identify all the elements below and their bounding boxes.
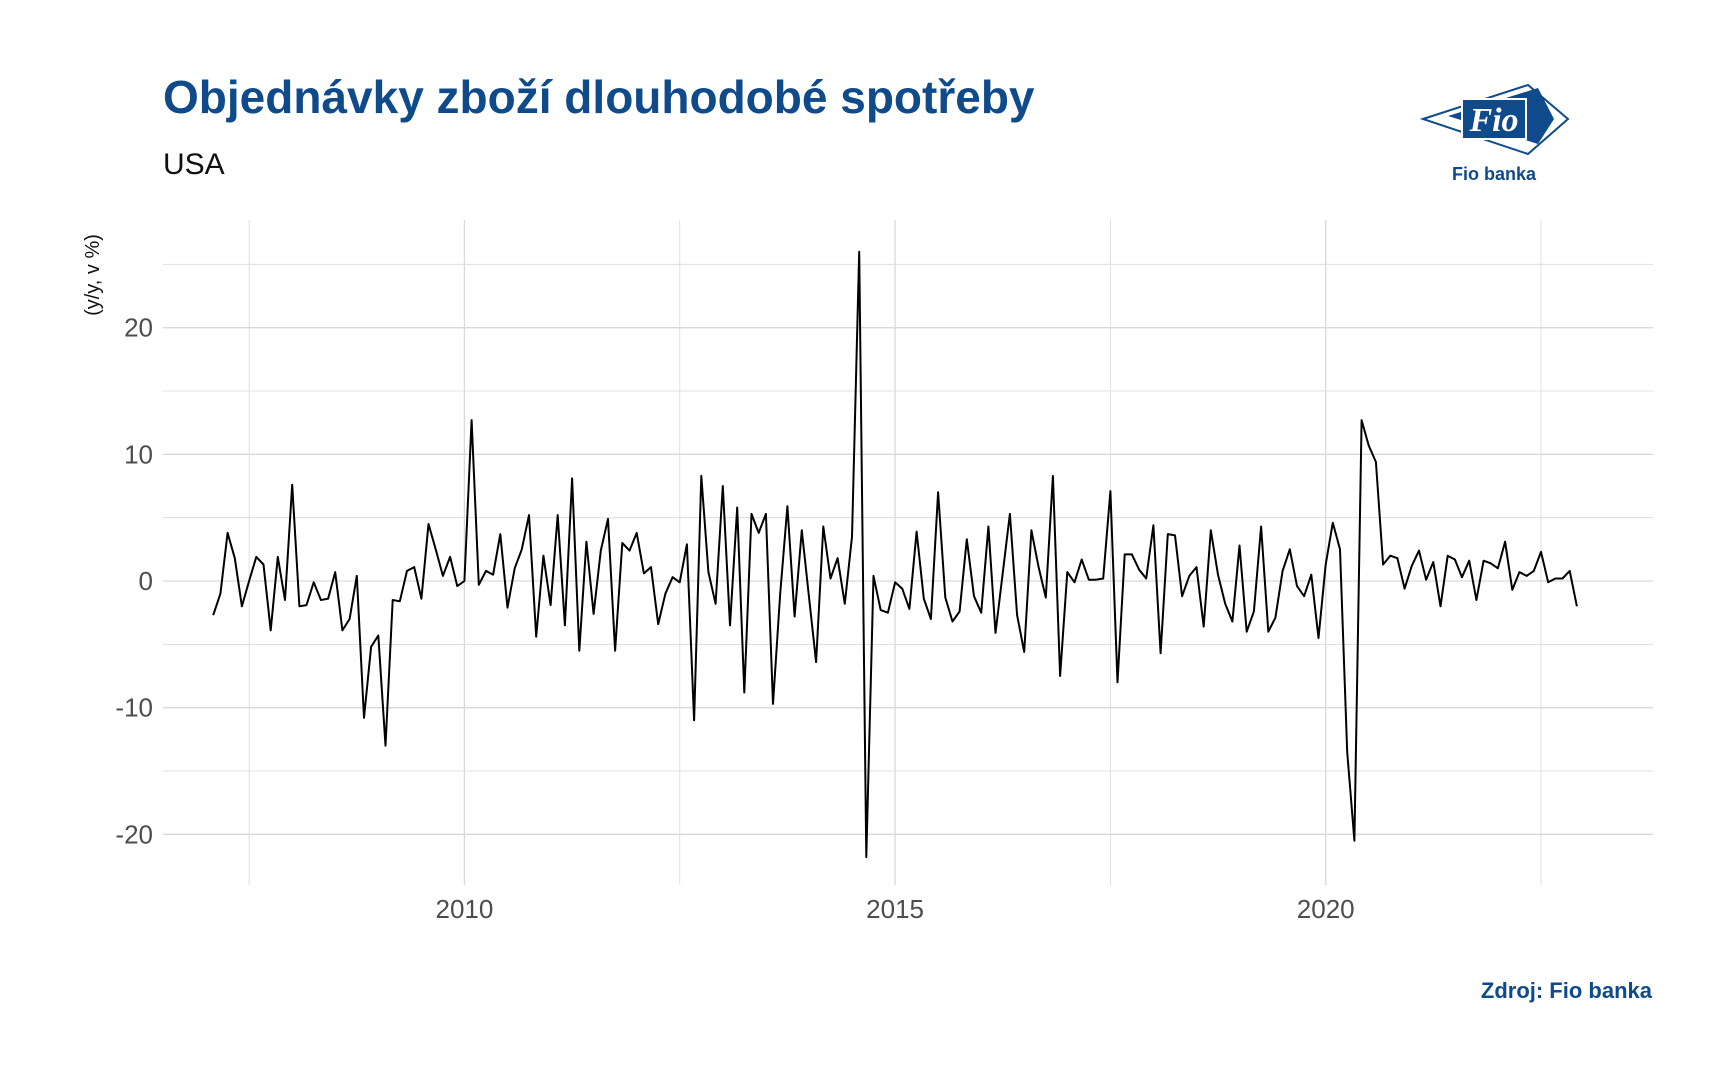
y-tick-label: -10: [115, 693, 153, 723]
y-tick-labels: -20 -10 0 10 20: [115, 313, 153, 850]
logo-box: [1461, 98, 1527, 140]
y-tick-label: 0: [139, 566, 153, 596]
y-tick-label: 20: [124, 313, 153, 343]
chart-title: Objednávky zboží dlouhodobé spotřeby: [163, 71, 1035, 123]
series-line: [212, 250, 1578, 859]
y-axis-title: (y/y, v %): [82, 234, 104, 316]
fio-banka-logo: Fio Fio banka: [1420, 83, 1570, 184]
logo-caption: Fio banka: [1452, 164, 1537, 184]
x-tick-label: 2020: [1297, 894, 1355, 924]
x-tick-label: 2015: [866, 894, 924, 924]
source-note: Zdroj: Fio banka: [1480, 978, 1652, 1003]
logo-mark-text: Fio: [1468, 102, 1518, 139]
y-tick-label: -20: [115, 819, 153, 849]
x-tick-labels: 2010 2015 2020: [436, 894, 1355, 924]
logo-outline: [1420, 83, 1570, 156]
x-tick-label: 2010: [436, 894, 494, 924]
chart-subtitle: USA: [163, 148, 225, 181]
grid-minor: [163, 220, 1653, 885]
grid-major: [163, 220, 1653, 885]
y-tick-label: 10: [124, 439, 153, 469]
